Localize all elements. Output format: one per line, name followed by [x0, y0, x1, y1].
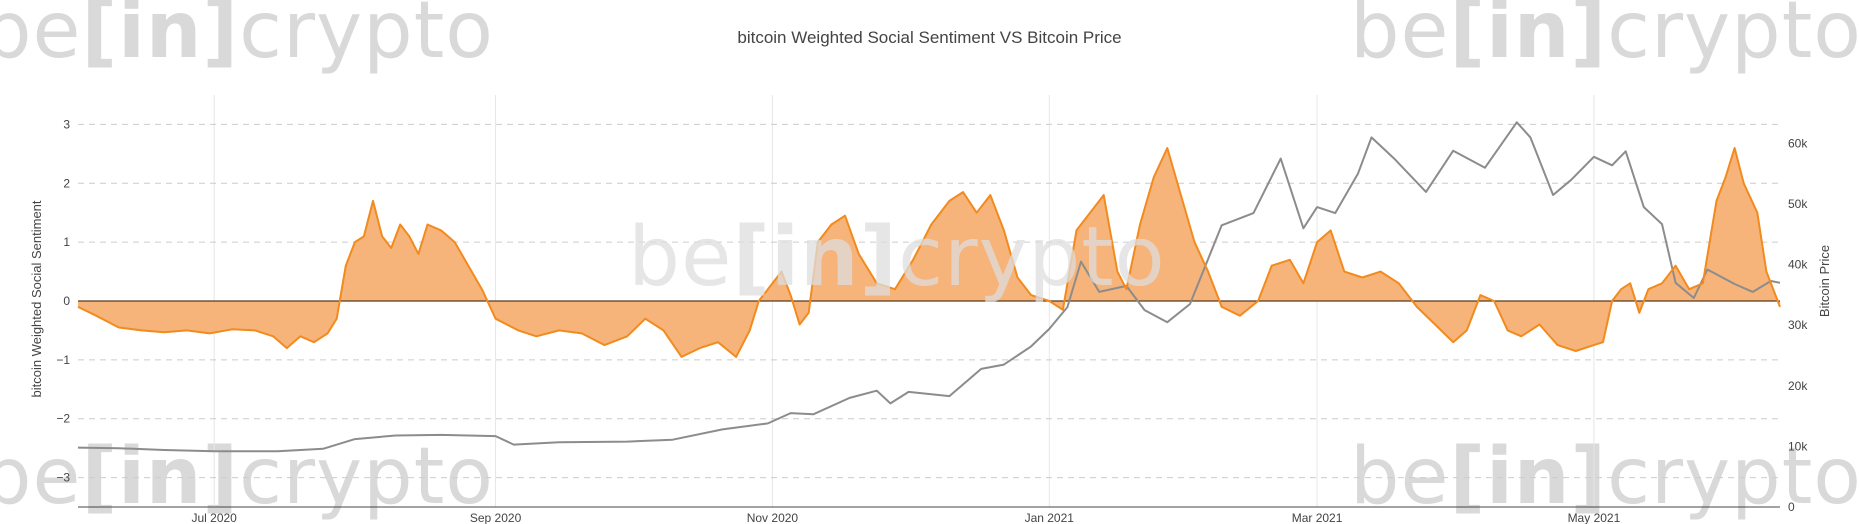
y2-tick-label: 50k [1788, 197, 1808, 211]
x-tick-label: Jan 2021 [1025, 511, 1075, 524]
y-tick-label: 1 [63, 235, 70, 249]
y-axis-title: bitcoin Weighted Social Sentiment [29, 200, 44, 397]
watermark-text: [in] [81, 0, 240, 76]
watermark-text: be [628, 210, 733, 305]
x-tick-label: Jul 2020 [191, 511, 237, 524]
watermark-text: crypto [897, 210, 1166, 305]
y2-tick-label: 10k [1788, 439, 1808, 453]
x-tick-label: Sep 2020 [470, 511, 522, 524]
y-tick-label: 2 [63, 176, 70, 190]
x-tick-label: Mar 2021 [1292, 511, 1343, 524]
x-tick-label: May 2021 [1568, 511, 1621, 524]
y-tick-label: −1 [56, 353, 70, 367]
watermark-top-right: be[in]crypto [1350, 0, 1859, 76]
watermark-text: [in] [732, 210, 898, 305]
y-tick-label: 3 [63, 117, 70, 131]
watermark-text: be [1350, 0, 1450, 76]
sentiment-line [77, 147, 1781, 358]
watermark-text: be [0, 432, 82, 522]
y2-tick-label: 40k [1788, 258, 1808, 272]
x-tick-label: Nov 2020 [747, 511, 799, 524]
watermark-text: [in] [1449, 0, 1608, 76]
watermark-center: be[in]crypto [628, 210, 1166, 305]
y2-tick-label: 30k [1788, 318, 1808, 332]
sentiment-area [78, 148, 1780, 357]
watermark-text: crypto [239, 0, 494, 76]
y-tick-label: −3 [56, 471, 70, 485]
chart-title: bitcoin Weighted Social Sentiment VS Bit… [737, 28, 1122, 47]
y2-tick-label: 20k [1788, 379, 1808, 393]
watermark-text: crypto [1607, 0, 1859, 76]
y2-tick-label: 60k [1788, 136, 1808, 150]
price-line [77, 121, 1781, 453]
watermark-top-left: be[in]crypto [0, 0, 494, 76]
watermark-text: be [0, 0, 82, 76]
y-tick-label: −2 [56, 412, 70, 426]
y2-axis-title: Bitcoin Price [1817, 245, 1832, 317]
y2-tick-label: 0 [1788, 500, 1795, 514]
y-tick-label: 0 [63, 294, 70, 308]
